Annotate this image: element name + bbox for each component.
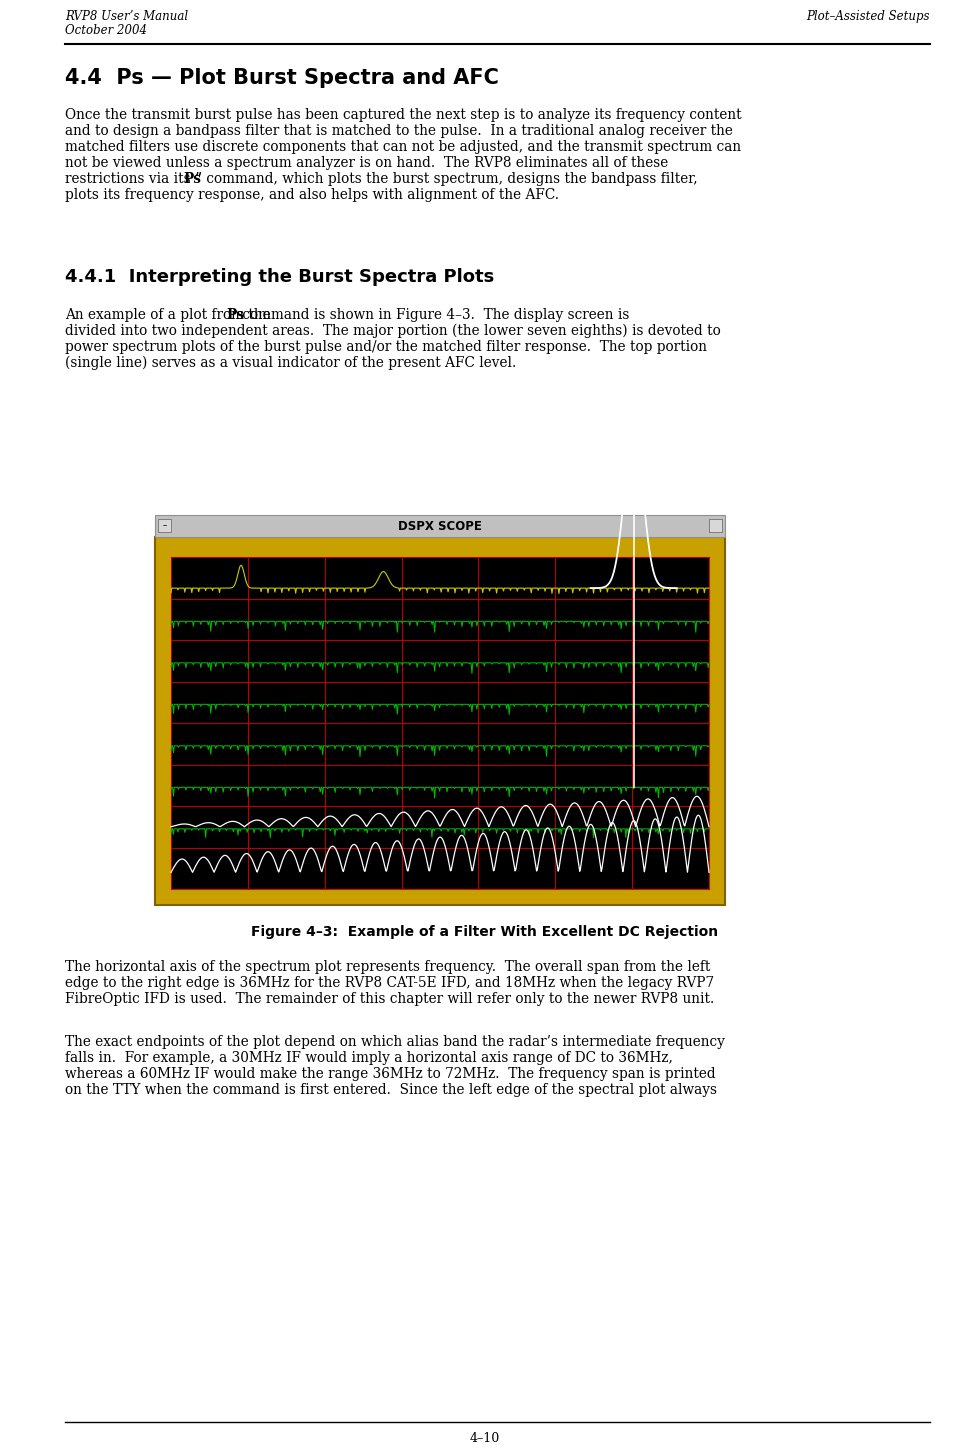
Text: The exact endpoints of the plot depend on which alias band the radar’s intermedi: The exact endpoints of the plot depend o… — [65, 1035, 724, 1049]
Text: 4.4  Ps — Plot Burst Spectra and AFC: 4.4 Ps — Plot Burst Spectra and AFC — [65, 68, 498, 87]
Bar — [155, 515, 724, 537]
Text: not be viewed unless a spectrum analyzer is on hand.  The RVP8 eliminates all of: not be viewed unless a spectrum analyzer… — [65, 156, 668, 170]
Text: on the TTY when the command is first entered.  Since the left edge of the spectr: on the TTY when the command is first ent… — [65, 1083, 716, 1097]
Text: Ps: Ps — [226, 308, 244, 322]
Text: 4.4.1  Interpreting the Burst Spectra Plots: 4.4.1 Interpreting the Burst Spectra Plo… — [65, 268, 494, 287]
Text: matched filters use discrete components that can not be adjusted, and the transm: matched filters use discrete components … — [65, 140, 740, 154]
Text: Once the transmit burst pulse has been captured the next step is to analyze its : Once the transmit burst pulse has been c… — [65, 108, 741, 122]
Text: DSPX SCOPE: DSPX SCOPE — [397, 519, 482, 533]
Text: Plot–Assisted Setups: Plot–Assisted Setups — [805, 10, 929, 23]
Text: whereas a 60MHz IF would make the range 36MHz to 72MHz.  The frequency span is p: whereas a 60MHz IF would make the range … — [65, 1067, 715, 1081]
Bar — [708, 519, 721, 533]
Text: The horizontal axis of the spectrum plot represents frequency.  The overall span: The horizontal axis of the spectrum plot… — [65, 960, 709, 973]
Text: An example of a plot from the: An example of a plot from the — [65, 308, 275, 322]
Text: edge to the right edge is 36MHz for the RVP8 CAT-5E IFD, and 18MHz when the lega: edge to the right edge is 36MHz for the … — [65, 976, 713, 989]
Text: Figure 4–3:  Example of a Filter With Excellent DC Rejection: Figure 4–3: Example of a Filter With Exc… — [251, 925, 718, 938]
Text: RVP8 User’s Manual: RVP8 User’s Manual — [65, 10, 188, 23]
Text: FibreOptic IFD is used.  The remainder of this chapter will refer only to the ne: FibreOptic IFD is used. The remainder of… — [65, 992, 713, 1005]
Text: (single line) serves as a visual indicator of the present AFC level.: (single line) serves as a visual indicat… — [65, 356, 516, 371]
Bar — [155, 537, 724, 905]
Text: restrictions via its “: restrictions via its “ — [65, 172, 202, 186]
Bar — [158, 519, 171, 533]
Text: 4–10: 4–10 — [469, 1432, 500, 1445]
Text: plots its frequency response, and also helps with alignment of the AFC.: plots its frequency response, and also h… — [65, 188, 558, 202]
Bar — [171, 557, 708, 889]
Text: October 2004: October 2004 — [65, 23, 147, 36]
Text: ” command, which plots the burst spectrum, designs the bandpass filter,: ” command, which plots the burst spectru… — [195, 172, 697, 186]
Text: Ps: Ps — [183, 172, 201, 186]
Text: –: – — [162, 521, 167, 530]
Text: and to design a bandpass filter that is matched to the pulse.  In a traditional : and to design a bandpass filter that is … — [65, 124, 733, 138]
Text: command is shown in Figure 4–3.  The display screen is: command is shown in Figure 4–3. The disp… — [237, 308, 629, 322]
Text: power spectrum plots of the burst pulse and/or the matched filter response.  The: power spectrum plots of the burst pulse … — [65, 340, 706, 354]
Text: falls in.  For example, a 30MHz IF would imply a horizontal axis range of DC to : falls in. For example, a 30MHz IF would … — [65, 1051, 672, 1065]
Text: divided into two independent areas.  The major portion (the lower seven eighths): divided into two independent areas. The … — [65, 324, 720, 339]
